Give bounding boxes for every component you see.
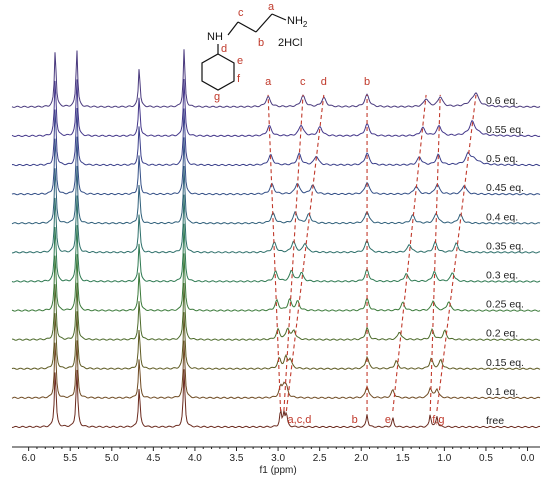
shift-guide — [283, 94, 304, 412]
bond-b-a — [255, 13, 273, 33]
spectrum-label: 0.2 eq. — [486, 328, 518, 340]
spectrum-line — [11, 107, 541, 167]
x-tick-label: 4.5 — [146, 453, 160, 464]
salt-label: 2HCl — [278, 37, 302, 49]
spectrum-label: 0.55 eq. — [486, 124, 524, 136]
mol-letter-d: d — [221, 43, 227, 55]
peak-label-free: e — [385, 414, 391, 426]
amine-label: NH — [207, 31, 223, 43]
spectrum-label: 0.35 eq. — [486, 240, 524, 252]
mol-letter-f: f — [237, 73, 241, 85]
spectrum-label: 0.1 eq. — [486, 386, 518, 398]
shift-guide-lines — [267, 94, 477, 412]
spectrum-label: 0.25 eq. — [486, 299, 524, 311]
spectra-group — [11, 49, 541, 429]
spectrum-line — [11, 136, 541, 196]
mol-letter-c: c — [238, 7, 244, 19]
x-tick-label: 0.0 — [521, 453, 535, 464]
mol-letter-a: a — [268, 1, 275, 13]
bond-n-c — [227, 21, 239, 36]
mol-letter-e: e — [237, 55, 243, 67]
mol-letter-b: b — [258, 37, 264, 49]
spectrum-label: 0.4 eq. — [486, 211, 518, 223]
x-tick-label: 3.0 — [271, 453, 285, 464]
shift-guide — [392, 94, 427, 412]
peak-label-top: d — [321, 76, 327, 88]
spectrum-label: free — [486, 415, 504, 427]
peak-label-free: a,c,d — [288, 414, 312, 426]
x-tick-label: 4.0 — [188, 453, 202, 464]
x-tick-label: 5.0 — [105, 453, 119, 464]
spectrum-label: 0.5 eq. — [486, 153, 518, 165]
x-axis-title: f1 (ppm) — [259, 465, 296, 476]
peak-label-top: c — [300, 76, 306, 88]
spectrum-labels: free 0.1 eq. 0.15 eq. 0.2 eq. 0.25 eq. 0.3 eq… — [486, 95, 524, 427]
shift-guide — [267, 94, 282, 412]
x-tick-label: 6.0 — [22, 453, 36, 464]
cyclohexane-ring — [201, 53, 235, 91]
spectrum-line — [11, 311, 541, 370]
molecule-structure: NH NH2 2HCl a b c d e f g — [201, 1, 308, 103]
peak-labels: a c d b a,c,d b e f,g — [265, 76, 444, 426]
x-tick-label: 1.0 — [437, 453, 451, 464]
spectrum-line — [11, 223, 541, 283]
peak-label-free: b — [352, 414, 358, 426]
x-tick-label: 2.0 — [354, 453, 368, 464]
x-tick-label: 5.5 — [63, 453, 77, 464]
bond-a-nh2 — [271, 13, 287, 21]
spectrum-line — [11, 165, 541, 225]
x-axis: 6.0 5.5 5.0 4.5 4.0 3.5 3.0 2.5 2.0 1.5 1.0 0.5 0.0 f… — [12, 446, 540, 476]
peak-label-top: b — [364, 76, 370, 88]
bond-c-b — [237, 21, 257, 33]
spectrum-label: 0.45 eq. — [486, 182, 524, 194]
mol-letter-g: g — [214, 91, 220, 103]
spectrum-line — [11, 340, 541, 400]
spectrum-line — [12, 194, 541, 254]
spectrum-line — [11, 369, 541, 429]
nh2-label: NH2 — [287, 15, 308, 29]
x-tick-label: 3.5 — [230, 453, 244, 464]
spectrum-line — [12, 282, 540, 341]
peak-label-free: f,g — [432, 414, 444, 426]
spectrum-label: 0.6 eq. — [486, 95, 518, 107]
spectrum-line — [11, 49, 541, 108]
spectrum-line — [11, 253, 541, 312]
shift-guide — [429, 94, 441, 412]
x-tick-label: 1.5 — [396, 453, 410, 464]
spectrum-label: 0.15 eq. — [486, 357, 524, 369]
peak-label-top: a — [265, 76, 272, 88]
spectrum-label: 0.3 eq. — [486, 270, 518, 282]
spectrum-line — [11, 78, 541, 138]
x-tick-label: 2.5 — [313, 453, 327, 464]
x-tick-label: 0.5 — [479, 453, 493, 464]
